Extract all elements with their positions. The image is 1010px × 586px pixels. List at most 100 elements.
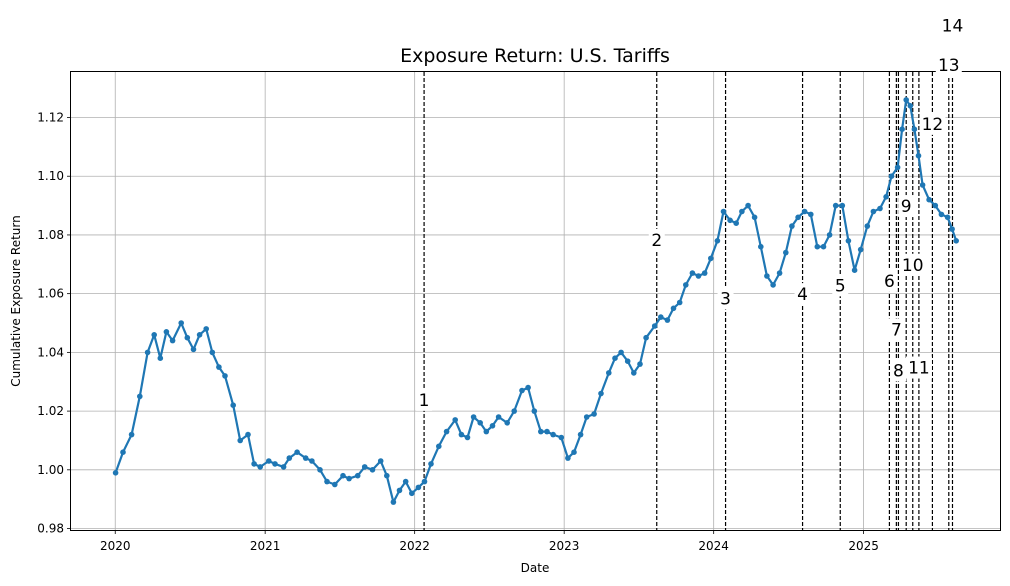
data-point [436, 443, 442, 450]
data-point [415, 484, 422, 491]
data-point [926, 196, 932, 203]
plot-area-frame [70, 71, 1001, 531]
data-point [808, 211, 814, 218]
event-label: 10 [902, 256, 924, 276]
data-point [888, 173, 895, 179]
y-tick-label: 1.10 [37, 169, 64, 183]
x-tick-label: 2025 [848, 539, 879, 553]
data-point [695, 273, 702, 279]
data-point [452, 417, 459, 423]
data-point [504, 420, 511, 426]
data-point [565, 455, 571, 461]
data-point [302, 455, 309, 461]
data-point [178, 320, 184, 326]
event-label: 8 [893, 361, 904, 381]
event-label-bg [898, 195, 915, 218]
data-point [658, 314, 664, 320]
event-label-bg [919, 112, 946, 135]
data-point [196, 332, 203, 338]
data-point [583, 414, 590, 420]
event-label-bg [899, 253, 926, 276]
data-point [839, 202, 846, 209]
data-point [396, 487, 403, 494]
data-point [911, 126, 918, 132]
data-point [495, 414, 502, 420]
chart-title: Exposure Return: U.S. Tariffs [400, 45, 670, 67]
data-point [598, 390, 604, 397]
data-point [683, 282, 689, 288]
data-point [826, 232, 833, 238]
data-point [720, 208, 727, 215]
event-label: 12 [922, 115, 944, 135]
event-label-bg [832, 274, 849, 297]
data-point [137, 393, 143, 400]
data-point [163, 329, 170, 335]
x-tick-label: 2021 [250, 539, 281, 553]
data-point [577, 431, 584, 438]
y-tick-label: 1.02 [37, 404, 64, 418]
data-point [915, 152, 922, 159]
event-label: 11 [908, 359, 930, 379]
data-point [631, 370, 637, 376]
data-point [531, 408, 538, 414]
x-tick-label: 2023 [549, 539, 580, 553]
data-point [708, 255, 714, 262]
y-axis: 0.98 1.00 1.02 1.04 1.06 1.08 1.10 1.12 [37, 111, 71, 536]
data-point [851, 267, 858, 274]
data-point [477, 420, 484, 426]
data-point [409, 490, 415, 497]
data-point [770, 282, 776, 288]
data-point [919, 182, 926, 188]
data-point [550, 431, 556, 438]
y-tick-label: 0.98 [37, 522, 64, 536]
data-point [591, 411, 597, 417]
data-point [637, 361, 643, 367]
data-point [144, 349, 151, 356]
data-point [340, 472, 346, 479]
data-point [953, 238, 959, 244]
data-point [795, 214, 801, 221]
data-point [864, 223, 871, 229]
data-point [870, 208, 877, 215]
data-point [618, 349, 624, 356]
data-point [483, 428, 490, 435]
data-point [112, 470, 119, 476]
event-label: 4 [797, 285, 808, 305]
data-point [384, 472, 390, 479]
data-point [764, 273, 770, 279]
data-point [128, 431, 135, 438]
event-label: 9 [901, 197, 912, 217]
data-point [883, 194, 889, 200]
y-tick-label: 1.00 [37, 463, 64, 477]
data-point [209, 349, 216, 356]
data-point [309, 458, 315, 464]
data-point [369, 467, 376, 473]
data-point [651, 323, 658, 329]
event-label-bg [939, 14, 966, 37]
event-label: 3 [720, 290, 731, 310]
series-line [114, 98, 958, 504]
data-point [361, 464, 368, 470]
data-point [949, 226, 955, 232]
data-point [294, 449, 300, 456]
x-tick-label: 2024 [698, 539, 729, 553]
data-point [390, 499, 397, 505]
data-point [257, 464, 264, 470]
event-label-bg [717, 287, 734, 310]
data-point [354, 472, 361, 479]
data-point [538, 428, 544, 435]
data-point [903, 97, 909, 103]
data-point [845, 238, 852, 244]
data-point [571, 449, 577, 456]
y-tick-label: 1.04 [37, 345, 64, 359]
x-tick-label: 2022 [399, 539, 430, 553]
data-point [907, 103, 914, 109]
event-label: 13 [938, 56, 960, 76]
data-point [151, 332, 157, 338]
y-axis-title: Cumulative Exposure Return [9, 215, 23, 387]
event-label-bg [935, 54, 962, 77]
data-point [689, 270, 696, 276]
data-point [832, 202, 839, 209]
